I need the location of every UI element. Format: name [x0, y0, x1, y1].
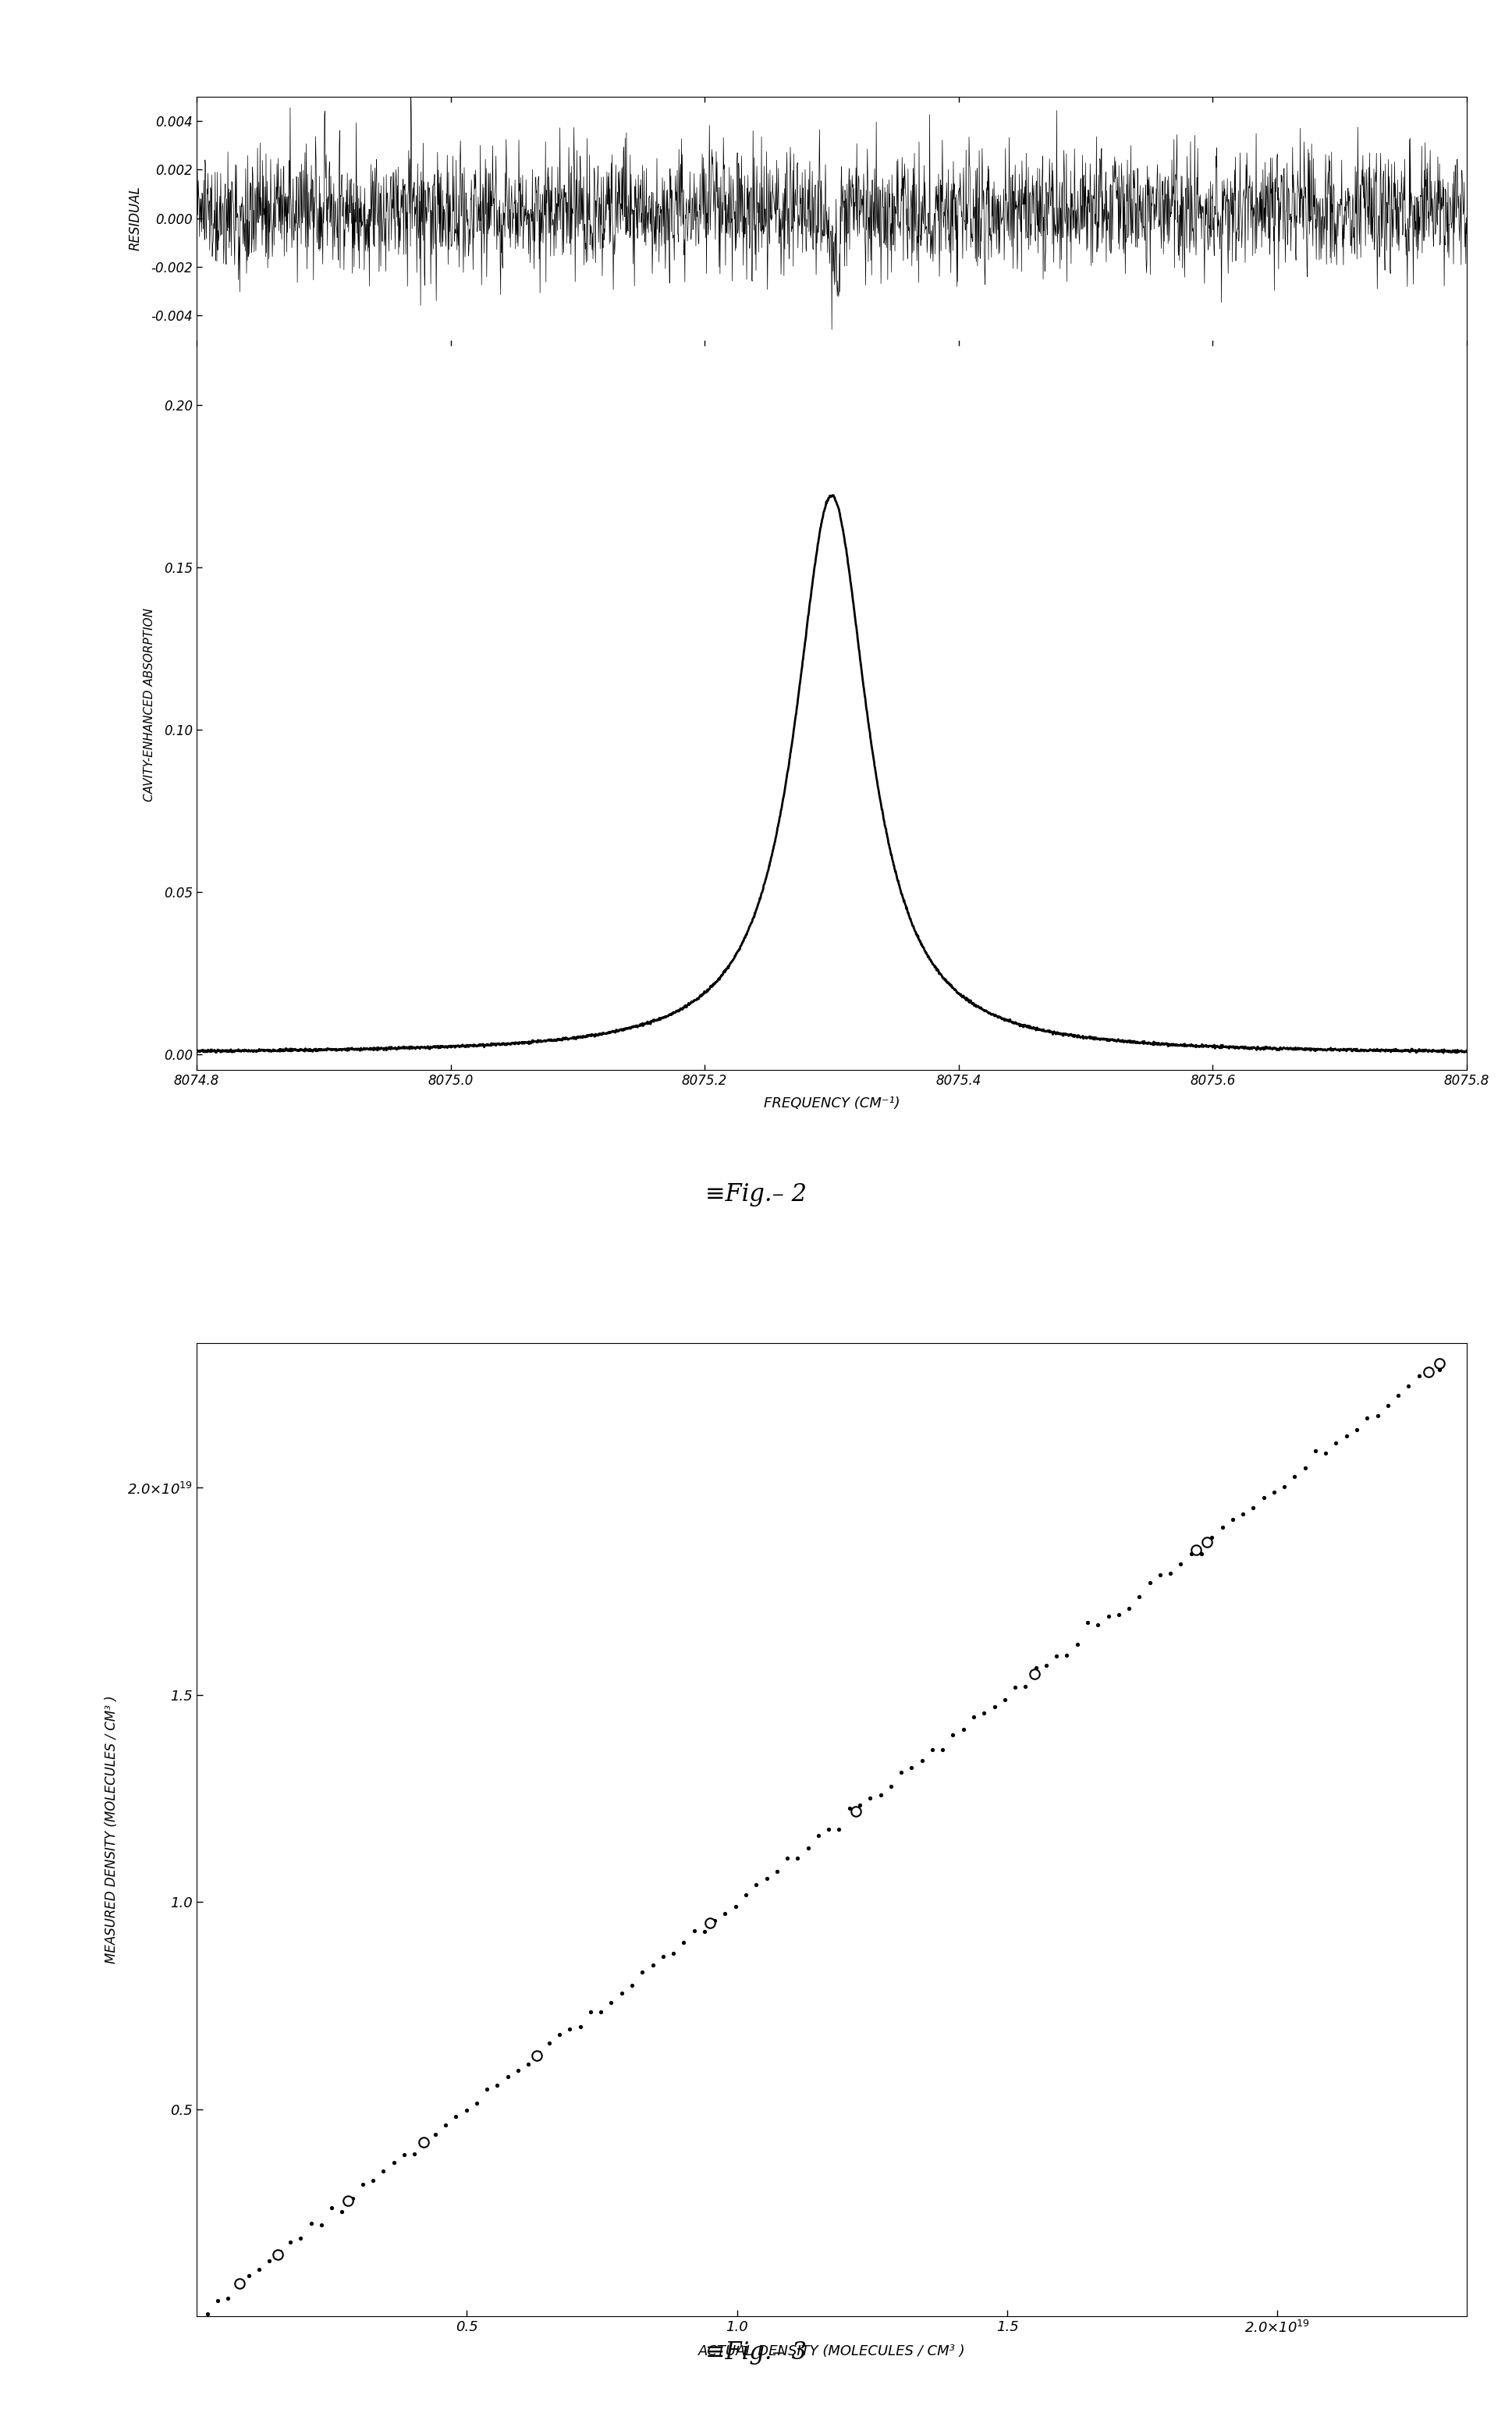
X-axis label: ACTUAL DENSITY (MOLECULES / CM³ ): ACTUAL DENSITY (MOLECULES / CM³ )	[699, 2345, 965, 2358]
Y-axis label: RESIDUAL: RESIDUAL	[129, 186, 142, 251]
Y-axis label: MEASURED DENSITY (MOLECULES / CM³ ): MEASURED DENSITY (MOLECULES / CM³ )	[104, 1696, 118, 1964]
Y-axis label: CAVITY-ENHANCED ABSORPTION: CAVITY-ENHANCED ABSORPTION	[144, 608, 156, 801]
Text: ≡Fig.– 3: ≡Fig.– 3	[705, 2341, 807, 2365]
X-axis label: FREQUENCY (CM⁻¹): FREQUENCY (CM⁻¹)	[764, 1096, 900, 1110]
Text: ≡Fig.– 2: ≡Fig.– 2	[705, 1182, 807, 1206]
